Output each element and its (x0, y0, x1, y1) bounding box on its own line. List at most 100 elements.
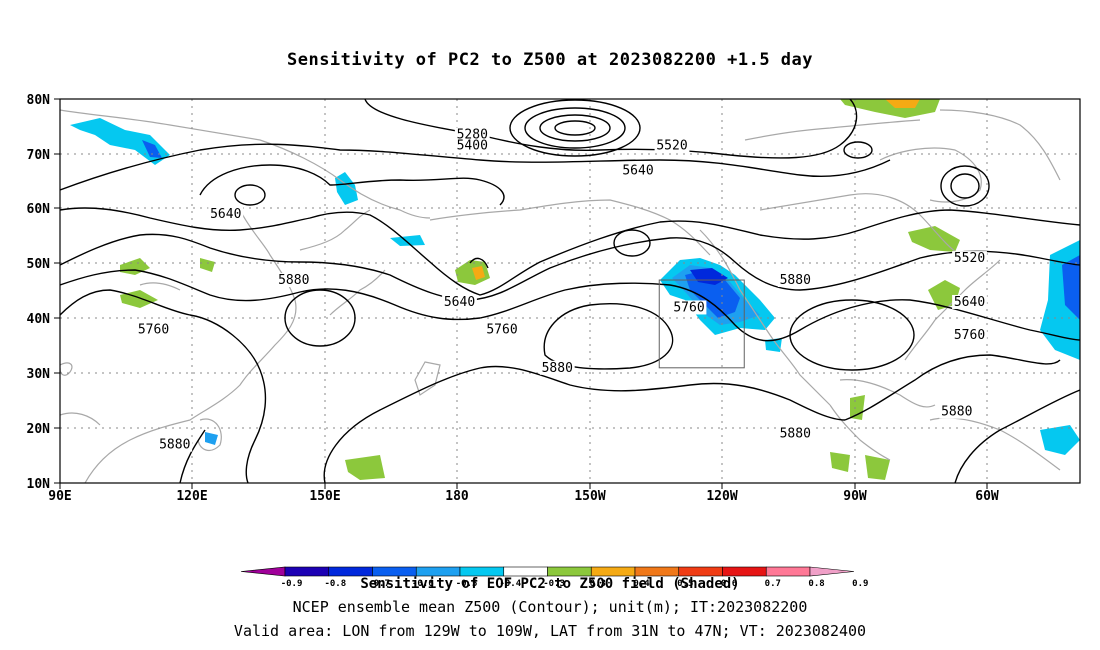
coast-india (60, 412, 101, 426)
lon-label: 120W (706, 489, 737, 504)
contour-5880-east (844, 354, 1061, 421)
contour-label-background (484, 322, 520, 337)
contour-low-greenland-inner (950, 173, 980, 199)
lat-label: 70N (27, 148, 51, 163)
contour-aleutian-loop (469, 257, 489, 269)
contour-label: 5880 (159, 438, 190, 453)
coast-hudson (879, 147, 982, 203)
contour-label-background (157, 437, 193, 452)
colorbar-tick-label: -0.8 (324, 579, 346, 589)
shade-sea-blue (205, 432, 218, 445)
contour-5520-north (60, 143, 891, 191)
contour-label-background (539, 360, 575, 375)
shade-aleutian-orange (472, 266, 485, 280)
contour-label-background (136, 322, 171, 337)
colorbar-tick-label: 0.7 (765, 579, 781, 589)
lat-label: 20N (27, 422, 51, 437)
valid-area-box (658, 279, 745, 369)
contour-low-5220 (524, 107, 626, 149)
footer-line-2: Valid area: LON from 129W to 109W, LAT f… (233, 622, 867, 640)
colorbar-tick-label: 0.6 (721, 579, 737, 589)
contour-label-background (454, 127, 490, 142)
colorbar-swatch (415, 566, 461, 577)
contour-label: 5520 (954, 251, 985, 266)
colorbar-tick-label: 0.8 (808, 579, 824, 589)
contour-label-background (952, 327, 987, 342)
contour-5760 (60, 269, 1080, 342)
colorbar-tick-label: -0.3 (543, 579, 565, 589)
lon-label: 60W (975, 489, 999, 504)
coast-korea (139, 282, 181, 291)
contour-small-high-pac (613, 229, 651, 257)
colorbar-title: Sensitivity of EOF PC2 to Z500 field (Sh… (360, 576, 740, 592)
coast-arctic-islands (744, 119, 921, 141)
contour-small-low-sib (234, 184, 266, 206)
contour-label: 5640 (210, 207, 241, 222)
shade-southeast-cyan (1040, 425, 1080, 455)
colorbar: -0.9 -0.8 -0.7 -0.6 -0.5 -0.4 -0.3 0.3 0.4 0.5 0.6… (240, 566, 868, 589)
colorbar-swatch (678, 566, 723, 577)
lon-label: 90W (843, 489, 867, 504)
coast-gulf (839, 379, 936, 408)
colorbar-tick-label: -0.4 (499, 579, 521, 589)
coast-westcoast (699, 229, 831, 406)
contour-label: 5880 (780, 427, 811, 442)
lat-label: 60N (27, 202, 51, 217)
shade-westcoast-dark (690, 268, 728, 285)
shade-pacific-green (345, 455, 385, 480)
contour-5400 (364, 99, 858, 159)
sensitivity-shading (70, 99, 1080, 480)
colorbar-tick-label: 0.3 (590, 579, 606, 589)
contour-label: 5400 (457, 139, 488, 154)
contour-label-background (671, 300, 707, 315)
colorbar-min-arrow (240, 566, 286, 577)
contour-5580 (199, 164, 505, 206)
lon-label: 150E (309, 489, 340, 504)
shade-china-green3 (200, 258, 215, 272)
contour-label: 5760 (138, 322, 169, 337)
contour-high-north-america (789, 299, 915, 371)
contour-label: 5760 (954, 328, 985, 343)
tick-marks (54, 98, 988, 489)
contour-small-low-hudson (843, 141, 873, 159)
contour-low-5280 (539, 114, 611, 142)
contour-label-background (939, 404, 975, 419)
contour-5880-sea (179, 429, 206, 483)
contour-label: 5880 (780, 273, 811, 288)
colorbar-swatch (547, 566, 592, 577)
map-background (60, 99, 1080, 483)
contour-label-background (454, 138, 490, 153)
contour-label-background (952, 294, 987, 309)
colorbar-swatch (459, 566, 505, 577)
contour-label-background (620, 163, 656, 178)
colorbar-swatch (634, 566, 680, 577)
z500-contours (60, 99, 1080, 483)
contour-high-pacific-west (284, 289, 356, 347)
contour-label: 5760 (486, 322, 517, 337)
colorbar-tick-label: 0.9 (852, 579, 868, 589)
contour-label-background (952, 251, 987, 266)
contour-label: 5880 (941, 405, 972, 420)
lon-label: 150W (574, 489, 605, 504)
coast-kamchatka (299, 209, 371, 251)
colorbar-tick-label: -0.9 (281, 579, 303, 589)
contour-low-greenland (940, 165, 990, 207)
colorbar-swatch (765, 566, 811, 577)
colorbar-tick-label: -0.7 (368, 579, 390, 589)
coast-philippines (197, 418, 222, 452)
lon-axis-labels: 90E 120E 150E 180 150W 120W 90W 60W (48, 489, 999, 504)
lat-label: 30N (27, 367, 51, 382)
lat-label: 40N (27, 312, 51, 327)
contour-low-5340 (554, 120, 596, 136)
lat-axis-labels: 80N 70N 60N 50N 40N 30N 20N 10N (27, 93, 51, 492)
shade-positive-sib-west (70, 118, 170, 165)
lon-label: 90E (48, 489, 71, 504)
coast-siberia (60, 109, 431, 219)
contour-label: 5520 (656, 139, 687, 154)
shade-atlantic-blue (1062, 255, 1080, 320)
coast-mexico (829, 404, 891, 461)
shade-labrador-green (908, 226, 960, 252)
colorbar-swatch (722, 566, 767, 577)
